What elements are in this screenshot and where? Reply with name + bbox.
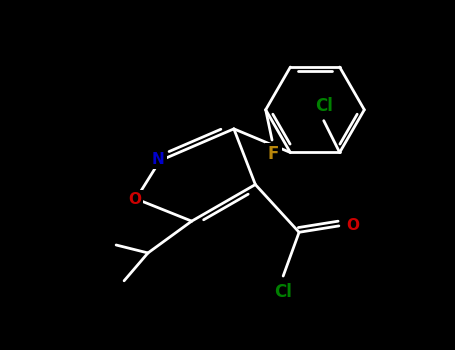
Text: O: O <box>346 218 359 233</box>
Text: F: F <box>268 145 279 163</box>
Text: O: O <box>128 192 141 207</box>
Text: Cl: Cl <box>315 97 333 116</box>
Text: Cl: Cl <box>274 283 292 301</box>
Text: N: N <box>152 152 165 167</box>
